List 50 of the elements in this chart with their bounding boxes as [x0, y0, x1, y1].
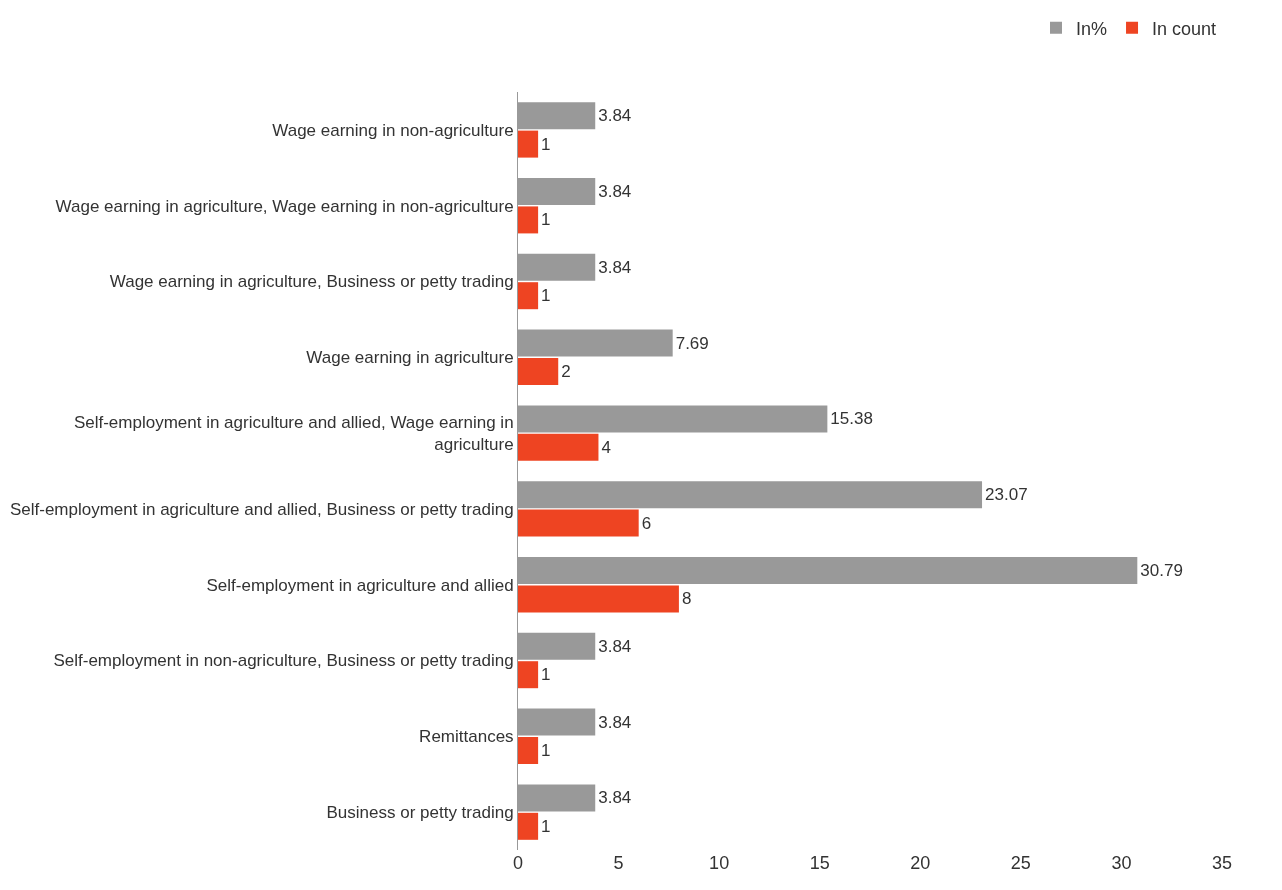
bar [518, 812, 539, 840]
data-label: 30.79 [1140, 560, 1183, 580]
bar [518, 358, 559, 386]
data-label: 1 [541, 286, 551, 306]
y-tick-label: Wage earning in agriculture, Business or petty trading [109, 272, 514, 292]
y-tick-label: Remittances [419, 727, 514, 747]
y-tick-label: Self-employment in non-agriculture, Business or petty trading [53, 651, 514, 671]
data-label: 1 [541, 741, 551, 761]
bar [518, 433, 599, 461]
data-label: 3.84 [598, 257, 632, 277]
y-tick-label: Wage earning in non-agriculture [272, 120, 514, 140]
data-label: 1 [541, 816, 551, 836]
y-tick-label: Self-employment in agriculture and allied, Wage earning in agriculture [73, 413, 514, 455]
bar [518, 206, 539, 234]
data-label: 4 [601, 437, 611, 457]
data-label: 23.07 [985, 485, 1028, 505]
data-label: 1 [541, 134, 551, 154]
x-tick-label: 5 [613, 853, 624, 873]
x-tick-label: 20 [910, 853, 931, 873]
bar [518, 130, 539, 158]
legend-label: In% [1076, 18, 1108, 39]
x-tick-label: 10 [709, 853, 730, 873]
bar [518, 585, 679, 613]
data-label: 6 [641, 513, 652, 533]
data-label: 15.38 [830, 409, 873, 429]
x-tick-label: 30 [1111, 853, 1132, 873]
data-label: 8 [681, 589, 692, 609]
y-tick-label: Wage earning in agriculture [306, 348, 514, 368]
y-tick-label: Wage earning in agriculture, Wage earning in non-agriculture [55, 196, 514, 216]
x-tick-label: 0 [512, 853, 524, 873]
legend-label: In count [1152, 18, 1217, 39]
data-label: 1 [541, 665, 551, 685]
data-label: 7.69 [675, 333, 709, 353]
bar [518, 282, 539, 310]
y-tick-label: Business or petty trading [326, 803, 514, 823]
data-label: 2 [561, 362, 571, 382]
x-tick-label: 15 [809, 853, 830, 873]
data-label: 3.84 [598, 636, 632, 656]
data-label: 1 [541, 210, 551, 230]
y-tick-label: Self-employment in agriculture and allied, Business or petty trading [9, 499, 514, 519]
bar [518, 737, 539, 765]
x-tick-label: 35 [1211, 853, 1233, 873]
data-label: 3.84 [598, 788, 632, 808]
y-tick-label: Self-employment in agriculture and allied [206, 575, 514, 595]
data-label: 3.84 [598, 106, 632, 126]
x-tick-label: 25 [1010, 853, 1031, 873]
bar [518, 661, 539, 689]
data-label: 3.84 [598, 181, 632, 201]
data-label: 3.84 [598, 712, 632, 732]
bar [518, 509, 639, 537]
